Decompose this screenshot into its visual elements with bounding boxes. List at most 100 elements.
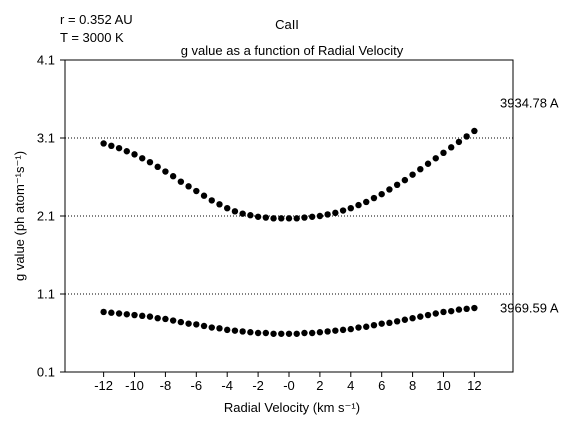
data-point [448, 307, 455, 315]
data-point [355, 201, 362, 209]
data-point [216, 201, 223, 208]
y-tick-label: 4.1 [37, 53, 55, 68]
data-point [185, 183, 192, 190]
chart-subtitle: g value as a function of Radial Velocity [181, 43, 404, 58]
data-point [316, 212, 324, 220]
data-point [424, 160, 432, 167]
x-tick-label: -12 [94, 378, 113, 393]
x-tick-label: -10 [125, 378, 144, 393]
data-point [247, 329, 254, 336]
data-point [347, 205, 354, 212]
data-point [401, 176, 409, 184]
data-point [200, 192, 208, 199]
data-point [108, 309, 115, 316]
series-label: 3969.59 A [500, 301, 559, 316]
data-point [239, 210, 246, 217]
data-point [100, 308, 107, 316]
x-tick-label: 10 [436, 378, 450, 393]
data-point [386, 319, 393, 327]
data-point [324, 211, 331, 218]
tick-layer: 0.1 1.1 2.1 3.1 4.1 -12 -10 -8 -6 -4 -2 -0 2 4 6 8 10 12 [37, 53, 482, 394]
data-point [332, 209, 339, 217]
data-point [254, 329, 262, 337]
data-point [216, 325, 223, 332]
data-point [409, 314, 416, 322]
data-point [455, 138, 463, 146]
data-point [278, 215, 285, 222]
data-point [301, 214, 308, 221]
data-point [448, 144, 455, 151]
x-tick-label: -4 [221, 378, 233, 393]
data-point [339, 326, 347, 334]
x-tick-label: -0 [283, 378, 295, 393]
data-point [169, 173, 177, 180]
data-point [378, 320, 385, 327]
data-point [293, 215, 300, 222]
data-point [378, 190, 385, 198]
data-point [332, 327, 339, 334]
data-point [386, 186, 393, 193]
data-point [146, 158, 154, 166]
data-point [393, 318, 401, 325]
data-point [131, 311, 138, 319]
x-tick-label: 4 [347, 378, 354, 393]
x-tick-label: 8 [409, 378, 416, 393]
chart-title: CaII [275, 17, 299, 32]
data-point [247, 212, 254, 219]
data-point [417, 313, 424, 320]
annotation-temperature: T = 3000 K [60, 30, 124, 45]
data-point [463, 305, 470, 313]
series-layer [100, 127, 478, 337]
grid-layer [65, 59, 513, 295]
data-point [339, 207, 347, 214]
x-tick-label: 2 [316, 378, 323, 393]
data-point [424, 311, 432, 319]
data-point [363, 323, 370, 330]
data-point [115, 144, 123, 152]
data-point [301, 329, 308, 337]
y-tick-label: 1.1 [37, 287, 55, 302]
data-point [224, 326, 231, 334]
data-point [278, 330, 285, 337]
x-axis-label: Radial Velocity (km s⁻¹) [224, 400, 360, 415]
data-point [324, 328, 331, 335]
data-point [185, 320, 192, 327]
series-label: 3934.78 A [500, 95, 559, 110]
data-point [254, 213, 262, 220]
data-point [146, 313, 154, 320]
data-point [440, 308, 447, 316]
data-point [177, 318, 185, 326]
data-point [270, 215, 277, 222]
data-point [347, 325, 354, 333]
y-tick-label: 2.1 [37, 209, 55, 224]
data-point [432, 310, 439, 317]
data-point [200, 322, 208, 330]
x-tick-label: -6 [191, 378, 203, 393]
data-point [293, 330, 300, 337]
data-point [440, 149, 447, 157]
x-tick-label: 6 [378, 378, 385, 393]
data-point [308, 329, 316, 337]
data-point [115, 310, 123, 317]
data-point [471, 127, 478, 135]
data-point [231, 327, 239, 334]
label-layer: 3934.78 A 3969.59 A [500, 95, 559, 315]
x-tick-label: -2 [252, 378, 264, 393]
data-point [231, 208, 239, 215]
data-point [193, 187, 200, 195]
data-point [108, 142, 115, 149]
data-point [139, 155, 146, 162]
y-axis-label: g value (ph atom⁻¹s⁻¹) [12, 151, 27, 281]
data-point [123, 148, 130, 155]
data-point [224, 205, 231, 212]
data-point [401, 316, 409, 323]
data-point [162, 315, 169, 323]
data-point [193, 321, 200, 328]
data-point [409, 171, 416, 178]
data-point [455, 306, 463, 313]
data-point [131, 151, 138, 158]
data-point [471, 304, 478, 312]
data-point [154, 314, 161, 322]
data-point [262, 329, 270, 337]
